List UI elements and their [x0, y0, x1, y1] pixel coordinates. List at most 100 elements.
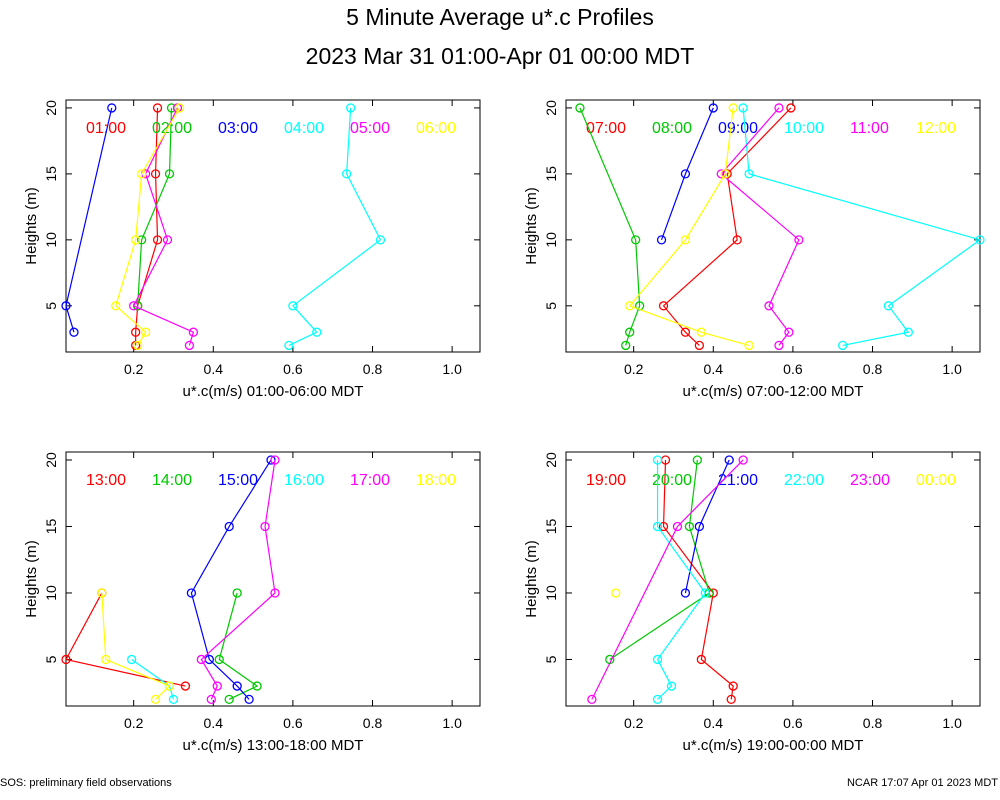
series-line: [65, 107, 113, 333]
legend-label: 08:00: [652, 120, 692, 137]
x-tick-label: 0.4: [204, 361, 224, 377]
legend-label: 17:00: [350, 472, 390, 489]
data-point: [652, 654, 663, 665]
y-tick-label: 10: [543, 585, 559, 601]
series-line: [190, 459, 272, 700]
y-axis-label: Heights (m): [523, 540, 540, 618]
data-point: [168, 694, 179, 705]
series-line: [628, 107, 750, 346]
data-point: [232, 588, 242, 598]
x-axis-label: u*.c(m/s) 13:00-18:00 MDT: [183, 737, 364, 754]
x-tick-label: 0.8: [863, 715, 883, 731]
data-point: [111, 301, 121, 311]
data-point: [212, 681, 222, 691]
data-point: [784, 327, 794, 337]
series-line: [200, 459, 276, 700]
y-tick-label: 5: [543, 302, 559, 310]
data-point: [658, 301, 669, 311]
plot-frame: [65, 99, 481, 353]
legend-label: 11:00: [850, 120, 889, 137]
y-axis-label: Heights (m): [23, 540, 40, 618]
data-point: [738, 103, 748, 113]
data-point: [631, 235, 641, 245]
data-point: [288, 301, 298, 311]
x-tick-label: 0.8: [863, 361, 883, 377]
series-line: [720, 107, 800, 346]
legend-label: 03:00: [218, 120, 258, 137]
data-point: [162, 235, 173, 245]
data-point: [196, 654, 206, 665]
x-tick-label: 0.2: [624, 361, 644, 377]
data-point: [252, 681, 262, 691]
y-tick-label: 15: [43, 166, 59, 182]
data-point: [652, 455, 663, 465]
data-point: [656, 235, 667, 245]
x-tick-label: 1.0: [942, 361, 962, 377]
data-point: [150, 694, 161, 705]
data-point: [136, 235, 147, 245]
data-point: [625, 301, 635, 311]
data-point: [696, 654, 706, 665]
data-point: [131, 327, 141, 337]
data-point: [164, 681, 175, 691]
data-point: [975, 235, 985, 245]
series-line: [218, 592, 259, 700]
legend-label: 07:00: [586, 120, 626, 137]
data-point: [774, 340, 784, 351]
legend-label: 12:00: [916, 120, 956, 137]
plot-frame: [65, 451, 481, 707]
data-point: [684, 521, 695, 532]
y-tick-label: 5: [43, 655, 59, 663]
legend-label: 06:00: [416, 120, 456, 137]
data-point: [180, 681, 191, 691]
legend-label: 21:00: [718, 472, 758, 489]
x-tick-label: 0.6: [783, 361, 803, 377]
data-point: [838, 340, 848, 351]
legend-label: 15:00: [218, 472, 258, 489]
y-tick-label: 20: [43, 452, 59, 468]
data-point: [232, 681, 242, 691]
data-point: [587, 694, 597, 705]
series-line: [660, 107, 714, 241]
data-point: [732, 235, 742, 245]
y-tick-label: 20: [43, 100, 59, 116]
y-tick-label: 15: [543, 518, 559, 534]
plot-frame: [565, 451, 981, 707]
data-point: [270, 588, 280, 598]
data-point: [101, 654, 111, 665]
series-line: [137, 107, 173, 306]
data-point: [270, 455, 280, 465]
x-tick-label: 0.4: [704, 715, 724, 731]
data-point: [152, 103, 163, 113]
data-point: [744, 340, 754, 351]
series-line: [742, 107, 982, 346]
data-point: [260, 521, 270, 532]
data-point: [696, 327, 706, 337]
data-point: [700, 588, 710, 598]
legend-label: 00:00: [916, 472, 956, 489]
y-tick-label: 15: [543, 166, 559, 182]
legend-label: 14:00: [152, 472, 192, 489]
plot-frame: [565, 99, 981, 353]
data-point: [284, 340, 294, 351]
chart-subtitle: 2023 Mar 31 01:00-Apr 01 00:00 MDT: [305, 43, 695, 69]
x-tick-label: 0.2: [124, 715, 144, 731]
data-point: [69, 327, 79, 337]
data-point: [186, 588, 197, 598]
series-line: [591, 459, 744, 700]
series-line: [132, 107, 195, 346]
x-tick-label: 0.4: [204, 715, 224, 731]
legend-label: 19:00: [586, 472, 626, 489]
data-point: [724, 455, 734, 465]
x-tick-label: 0.2: [624, 715, 644, 731]
data-point: [692, 455, 703, 465]
data-point: [375, 235, 386, 245]
series-line: [115, 107, 180, 346]
data-point: [694, 340, 705, 351]
data-point: [680, 327, 691, 337]
series-line: [609, 459, 711, 660]
data-point: [61, 654, 71, 665]
data-point: [774, 103, 784, 113]
data-point: [129, 301, 139, 311]
